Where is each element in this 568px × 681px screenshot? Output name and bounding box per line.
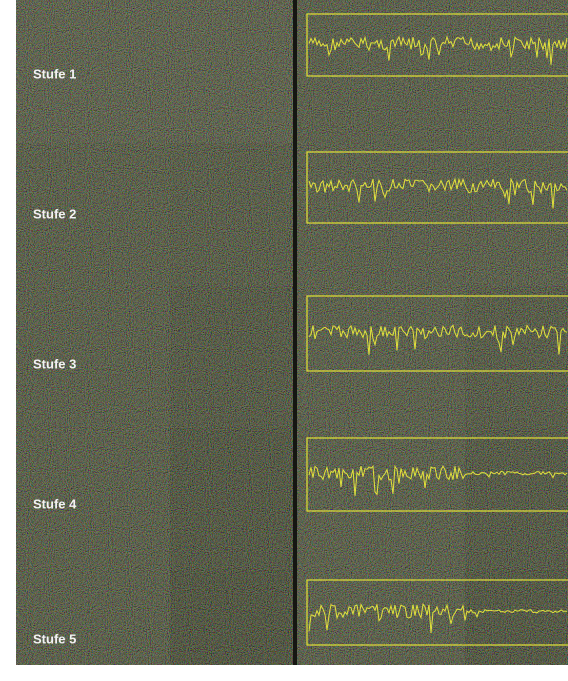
figure: Stufe 1 Stufe 2 Stufe 3 Stufe 4 Stufe 5	[0, 0, 568, 681]
noise	[16, 0, 568, 665]
stage-label: Stufe 1	[33, 66, 76, 81]
stage-label: Stufe 5	[33, 631, 76, 646]
stage-label: Stufe 3	[33, 356, 76, 371]
divider	[293, 0, 297, 665]
stage-label: Stufe 2	[33, 206, 76, 221]
stage-label: Stufe 4	[33, 496, 77, 511]
